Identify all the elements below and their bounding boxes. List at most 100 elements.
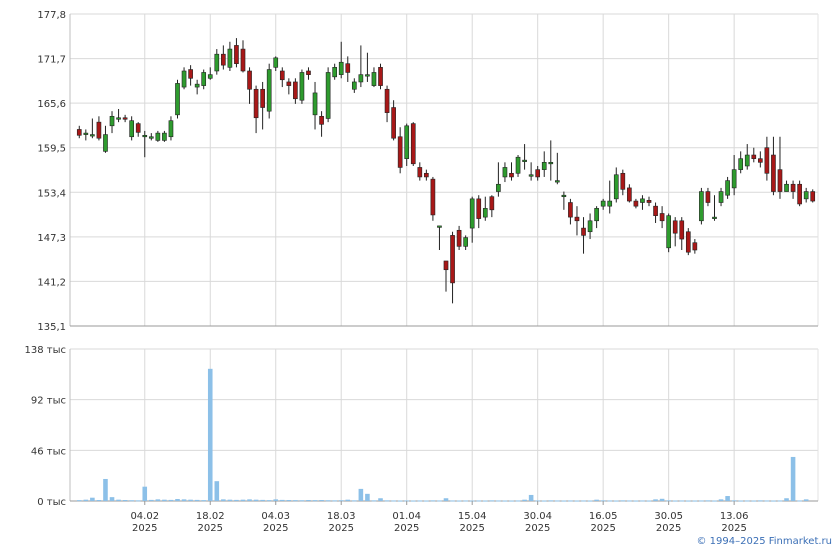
candle-body	[129, 120, 134, 138]
candle-body	[666, 215, 671, 249]
candle-body	[214, 53, 220, 72]
candle-body	[587, 220, 593, 233]
x-tick-label-date: 16.05	[589, 511, 618, 522]
volume-bar	[273, 499, 279, 501]
volume-bar	[600, 500, 606, 502]
candle-body	[122, 117, 128, 120]
volume-bar	[561, 500, 567, 502]
candle-body	[391, 107, 396, 139]
candle-body	[201, 72, 207, 86]
candle-body	[371, 72, 377, 86]
candle-body	[175, 83, 180, 116]
candle-body	[76, 129, 82, 136]
volume-bar	[528, 494, 534, 501]
candle-body	[83, 132, 89, 135]
candle-body	[797, 183, 802, 205]
volume-bar	[240, 499, 246, 501]
x-tick-label-date: 01.04	[392, 511, 421, 522]
volume-bar	[653, 499, 658, 501]
volume-bar	[234, 499, 239, 501]
candle-body	[240, 48, 246, 72]
volume-tick-label: 92 тыс	[31, 396, 66, 407]
x-tick-label-year: 2025	[132, 523, 157, 534]
volume-bar	[404, 500, 409, 502]
candle-body	[810, 191, 816, 202]
volume-bar	[430, 500, 436, 502]
x-tick-label-year: 2025	[198, 523, 223, 534]
x-tick-label-date: 15.04	[458, 511, 487, 522]
volume-bar	[666, 500, 671, 502]
price-tick-label: 159,5	[37, 144, 66, 155]
candle-body	[771, 154, 776, 192]
volume-bar	[496, 500, 501, 502]
volume-bar	[541, 500, 547, 502]
volume-bar	[83, 499, 89, 501]
candle-body	[463, 237, 468, 247]
volume-bar	[266, 500, 272, 502]
volume-bar	[502, 500, 508, 502]
candle-body	[790, 183, 796, 192]
candle-body	[653, 205, 658, 216]
candle-body	[679, 220, 685, 240]
volume-bar	[332, 500, 337, 502]
volume-bar	[109, 497, 115, 501]
volume-bar	[777, 500, 783, 502]
candle-body	[522, 159, 527, 162]
candle-body	[561, 194, 567, 198]
candle-body	[633, 200, 639, 207]
volume-bar	[293, 500, 298, 502]
price-tick-label: 171,7	[37, 55, 66, 66]
volume-bar	[384, 500, 390, 502]
candle-body	[646, 200, 652, 203]
candle-body	[410, 123, 416, 165]
x-tick-label-year: 2025	[328, 523, 353, 534]
volume-bar	[371, 500, 377, 502]
volume-bar	[221, 499, 226, 501]
volume-bar	[214, 481, 220, 501]
candle-body	[594, 208, 599, 222]
x-tick-label-date: 13.06	[720, 511, 749, 522]
volume-bar	[319, 500, 324, 502]
price-tick-label: 147,3	[37, 233, 66, 244]
x-tick-label-year: 2025	[459, 523, 484, 534]
volume-bar	[679, 500, 685, 502]
price-tick-label: 153,4	[37, 188, 66, 199]
volume-bar	[686, 500, 691, 502]
candle-body	[430, 178, 436, 216]
price-tick-label: 135,1	[37, 322, 66, 333]
volume-bar	[633, 500, 639, 502]
candle-body	[627, 187, 632, 202]
candle-body	[253, 88, 259, 119]
candle-body	[90, 134, 95, 137]
volume-bar	[424, 500, 429, 502]
volume-bar	[312, 500, 318, 502]
volume-bar	[646, 500, 652, 502]
volume-tick-label: 0 тыс	[37, 497, 66, 508]
candle-body	[672, 220, 678, 234]
volume-bar	[483, 500, 488, 502]
candle-body	[306, 70, 311, 75]
candle-body	[712, 216, 717, 219]
volume-bar	[181, 499, 187, 501]
volume-bar	[175, 499, 180, 501]
volume-tick-label: 138 тыс	[25, 345, 66, 356]
candle-body	[358, 74, 364, 83]
candle-body	[574, 216, 580, 222]
volume-bar	[155, 499, 161, 501]
volume-bar	[476, 500, 482, 502]
candle-body	[777, 169, 783, 192]
x-tick-label-year: 2025	[721, 523, 746, 534]
volume-bar	[378, 498, 383, 501]
x-tick-label-date: 18.02	[196, 511, 225, 522]
volume-bar	[260, 499, 265, 501]
volume-bar	[135, 500, 141, 502]
candle-body	[266, 69, 272, 112]
volume-bar	[299, 500, 305, 502]
volume-bar	[712, 500, 717, 502]
candle-body	[188, 69, 193, 79]
volume-bar	[744, 500, 750, 502]
candle-body	[181, 70, 187, 88]
candle-body	[784, 183, 789, 192]
volume-bar	[129, 500, 134, 502]
volume-bar	[515, 500, 521, 502]
